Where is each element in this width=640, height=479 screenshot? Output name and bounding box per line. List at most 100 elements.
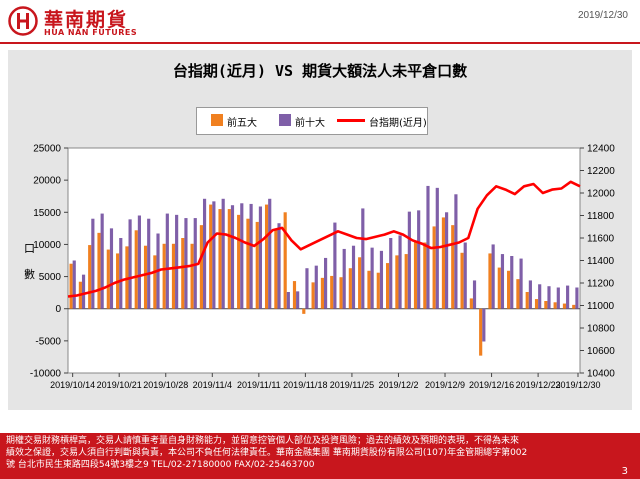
bar-top10-14 [202, 198, 207, 309]
bar-top10-28 [333, 222, 337, 309]
bar-top5-49 [525, 292, 529, 309]
bar-top10-25 [305, 268, 309, 309]
y-right-tick-label-4: 11200 [587, 279, 615, 290]
y-right-tick-label-3: 11000 [587, 301, 615, 312]
bar-top10-33 [379, 250, 384, 309]
y-axis-label-char-1: 口 [24, 242, 35, 255]
bar-top10-1 [81, 274, 86, 309]
legend-label-top5: 前五大 [227, 118, 257, 129]
bar-top5-33 [376, 272, 380, 309]
y-right-tick-label-10: 12400 [587, 144, 615, 155]
bar-top10-19 [249, 203, 253, 309]
bar-top5-3 [97, 232, 101, 309]
x-tick-label-10: 2019/12/23 [516, 380, 561, 390]
legend-swatch-top10 [279, 114, 291, 126]
disclaimer-line-3: 號 台北市民生東路四段54號3樓之9 TEL/02-27180000 FAX/0… [6, 460, 315, 470]
bar-top5-48 [516, 279, 520, 309]
chart-legend: 前五大 前十大 台指期(近月) [196, 107, 428, 135]
x-tick-label-7: 2019/12/2 [378, 380, 418, 390]
bar-top5-32 [367, 270, 371, 309]
bar-top5-24 [292, 281, 297, 309]
bar-top5-10 [162, 243, 166, 309]
x-tick-label-1: 2019/10/21 [97, 380, 142, 390]
bar-top10-44 [482, 308, 486, 342]
bar-top10-42 [463, 242, 467, 309]
bar-top5-45 [488, 253, 492, 309]
bar-top10-48 [519, 258, 523, 309]
y-left-tick-label-1: -5000 [35, 336, 61, 347]
bar-top10-43 [472, 280, 477, 309]
bar-top5-14 [199, 225, 203, 309]
y-right-tick-label-5: 11400 [587, 256, 615, 267]
bar-top5-46 [497, 267, 501, 309]
bar-top10-26 [314, 265, 318, 309]
bar-top10-45 [491, 244, 495, 309]
bar-top10-2 [91, 218, 95, 309]
bar-top5-26 [311, 282, 315, 309]
bar-top5-37 [413, 241, 418, 309]
y-left-tick-label-3: 5000 [39, 272, 62, 283]
bar-top5-18 [237, 214, 241, 309]
bar-top5-22 [274, 229, 278, 309]
bar-top10-17 [230, 205, 235, 309]
bar-top10-6 [128, 219, 132, 309]
x-tick-label-2: 2019/10/28 [143, 380, 188, 390]
bar-top5-52 [553, 302, 557, 309]
bar-top10-27 [324, 257, 328, 309]
header: 華南期貨 HUA NAN FUTURES 2019/12/30 [0, 0, 640, 44]
bar-top10-31 [361, 208, 365, 309]
y-right-tick-label-6: 11600 [587, 234, 615, 245]
bar-top10-11 [175, 214, 179, 309]
bar-top10-29 [342, 248, 346, 309]
bar-top10-50 [538, 284, 542, 309]
bar-top10-12 [184, 218, 188, 309]
x-tick-label-6: 2019/11/25 [330, 380, 374, 390]
y-left-tick-label-6: 20000 [33, 176, 61, 187]
bar-top5-42 [460, 252, 464, 309]
bar-top10-22 [277, 223, 281, 309]
bar-top5-20 [255, 221, 259, 309]
bar-top10-16 [221, 198, 225, 309]
bar-top10-3 [100, 213, 104, 309]
bar-top5-16 [218, 209, 222, 309]
y-right-tick-label-8: 12000 [587, 189, 615, 200]
legend-label-top10: 前十大 [295, 118, 325, 129]
legend-label-taiex: 台指期(近月) [369, 118, 427, 129]
bar-top10-0 [72, 260, 76, 309]
y-right-tick-label-1: 10600 [587, 346, 615, 357]
bar-top5-19 [246, 218, 250, 309]
bar-top10-21 [268, 198, 272, 309]
bar-top10-34 [389, 238, 393, 309]
disclaimer-footer: 期權交易財務槓桿高，交易人請慎重考量自身財務能力，並留意控管個人部位及投資風險；… [0, 433, 640, 479]
chart-title: 台指期(近月) VS 期貨大額法人未平倉口數 [172, 62, 468, 80]
y-axis-label-char-2: 數 [24, 268, 35, 281]
bar-top5-23 [283, 212, 287, 309]
x-tick-label-4: 2019/11/11 [237, 380, 281, 390]
bar-top5-9 [153, 255, 157, 309]
report-date: 2019/12/30 [577, 10, 628, 21]
x-tick-label-3: 2019/11/4 [193, 380, 232, 390]
bar-top5-50 [534, 299, 539, 309]
bar-top10-54 [575, 287, 579, 309]
bar-top10-53 [566, 285, 570, 309]
bar-top5-2 [88, 245, 92, 309]
bar-top5-13 [190, 243, 194, 309]
bar-top5-41 [451, 225, 455, 309]
bar-top5-54 [572, 304, 576, 309]
bar-top10-41 [454, 194, 458, 309]
bar-top5-39 [432, 226, 436, 309]
bar-top5-4 [106, 249, 110, 309]
bar-top5-8 [143, 245, 148, 309]
bar-top10-47 [510, 256, 514, 309]
bar-top5-43 [469, 298, 473, 309]
bar-top10-23 [286, 292, 290, 309]
bar-top10-4 [109, 228, 114, 309]
bar-top10-51 [547, 286, 551, 309]
bar-top5-51 [544, 301, 548, 309]
brand-name-cn: 華南期貨 [44, 9, 129, 31]
bar-top5-12 [181, 238, 185, 309]
y-left-tick-label-0: -10000 [30, 369, 62, 380]
y-left-tick-label-5: 15000 [33, 208, 61, 219]
bar-top10-32 [370, 247, 374, 309]
